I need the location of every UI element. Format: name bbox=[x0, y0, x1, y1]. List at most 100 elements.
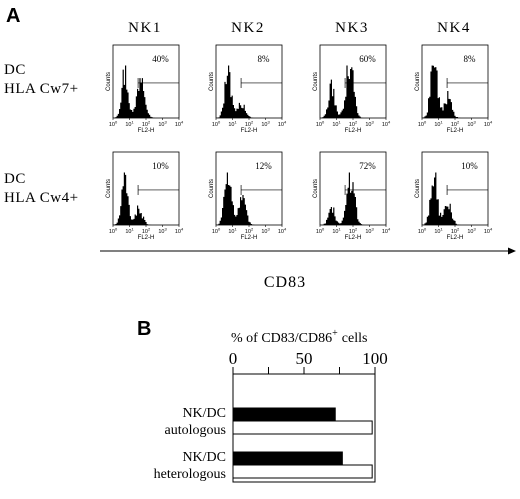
histogram-tick-label: 103 bbox=[261, 227, 270, 236]
histogram-tick-label: 104 bbox=[382, 120, 391, 129]
histogram-x-label: FL2-H bbox=[345, 235, 362, 241]
percent-positive-label: 10% bbox=[461, 161, 478, 171]
histogram-bars bbox=[216, 65, 282, 118]
histogram-y-label: Counts bbox=[106, 72, 112, 91]
histogram-nk4-row-1: 8% Counts 100 101 102 103 104 FL2-H bbox=[415, 44, 493, 134]
histogram-tick-label: 100 bbox=[316, 227, 325, 236]
histogram-tick-label: 101 bbox=[125, 227, 134, 236]
histogram-y-label: Counts bbox=[415, 72, 421, 91]
histogram-tick-label: 103 bbox=[365, 120, 374, 129]
histogram-bars bbox=[422, 65, 488, 118]
bar-axis-tick-label: 0 bbox=[229, 349, 238, 368]
histogram-nk3-row-2: 72% Counts 100 101 102 103 104 FL2-H bbox=[313, 151, 391, 241]
histogram-tick-label: 102 bbox=[245, 120, 254, 129]
histogram-tick-label: 101 bbox=[434, 227, 443, 236]
percent-positive-label: 10% bbox=[152, 161, 169, 171]
row-label-2-line2: HLA Cw4+ bbox=[4, 190, 79, 206]
histogram-nk2-row-2: 12% Counts 100 101 102 103 104 FL2-H bbox=[209, 151, 287, 241]
histogram-x-label: FL2-H bbox=[447, 235, 464, 241]
group-label-line1: NK/DC bbox=[182, 406, 226, 421]
cd83-arrow-head bbox=[508, 247, 516, 255]
histogram-bars bbox=[216, 172, 282, 225]
histogram-y-label: Counts bbox=[106, 179, 112, 198]
histogram-tick-label: 104 bbox=[484, 227, 493, 236]
percent-positive-label: 12% bbox=[255, 161, 272, 171]
bar-heterologous-open bbox=[232, 464, 373, 479]
group-label-line1: NK/DC bbox=[182, 450, 226, 465]
histogram-tick-label: 102 bbox=[142, 120, 151, 129]
histogram-tick-label: 103 bbox=[158, 120, 167, 129]
histogram-bars bbox=[113, 172, 179, 225]
histogram-tick-label: 103 bbox=[467, 227, 476, 236]
row-label-2-line1: DC bbox=[4, 171, 26, 187]
histogram-y-label: Counts bbox=[209, 179, 215, 198]
histogram-tick-label: 100 bbox=[109, 120, 118, 129]
bar-autologous-open bbox=[232, 420, 373, 435]
histogram-tick-label: 104 bbox=[382, 227, 391, 236]
histogram-bars bbox=[320, 65, 386, 118]
column-title-nk4: NK4 bbox=[437, 20, 471, 36]
row-label-1-line2: HLA Cw7+ bbox=[4, 81, 79, 97]
histogram-tick-label: 100 bbox=[418, 227, 427, 236]
histogram-tick-label: 103 bbox=[467, 120, 476, 129]
histogram-tick-label: 101 bbox=[228, 120, 237, 129]
histogram-nk1-row-2: 10% Counts 100 101 102 103 104 FL2-H bbox=[106, 151, 184, 241]
histogram-nk1-row-1: 40% Counts 100 101 102 103 104 FL2-H bbox=[106, 44, 184, 134]
histogram-grid: 40% Counts 100 101 102 103 104 FL2-H 8% Counts 100… bbox=[106, 44, 493, 241]
percent-positive-label: 8% bbox=[464, 54, 477, 64]
percent-positive-label: 72% bbox=[359, 161, 376, 171]
histogram-tick-label: 103 bbox=[365, 227, 374, 236]
group-label-line2: autologous bbox=[165, 423, 226, 438]
histogram-tick-label: 103 bbox=[158, 227, 167, 236]
histogram-y-label: Counts bbox=[313, 179, 319, 198]
bar-axis-tick-label: 100 bbox=[362, 349, 388, 368]
bar-autologous-filled bbox=[232, 407, 336, 422]
histogram-y-label: Counts bbox=[209, 72, 215, 91]
panel-b-letter: B bbox=[137, 318, 151, 340]
histogram-tick-label: 100 bbox=[418, 120, 427, 129]
percent-positive-label: 40% bbox=[152, 54, 169, 64]
histogram-tick-label: 102 bbox=[451, 227, 460, 236]
histogram-tick-label: 101 bbox=[332, 227, 341, 236]
panel-b-header: % of CD83/CD86+ cells bbox=[231, 328, 367, 346]
histogram-y-label: Counts bbox=[415, 179, 421, 198]
histogram-tick-label: 102 bbox=[349, 120, 358, 129]
histogram-tick-label: 104 bbox=[175, 227, 184, 236]
bar-axis-tick-label: 50 bbox=[296, 349, 313, 368]
histogram-tick-label: 101 bbox=[228, 227, 237, 236]
histogram-nk4-row-2: 10% Counts 100 101 102 103 104 FL2-H bbox=[415, 151, 493, 241]
histogram-tick-label: 100 bbox=[212, 120, 221, 129]
histogram-x-label: FL2-H bbox=[241, 235, 258, 241]
histogram-tick-label: 104 bbox=[278, 227, 287, 236]
histogram-tick-label: 102 bbox=[349, 227, 358, 236]
histogram-y-label: Counts bbox=[313, 72, 319, 91]
histogram-x-label: FL2-H bbox=[138, 235, 155, 241]
histogram-x-label: FL2-H bbox=[345, 128, 362, 134]
histogram-nk3-row-1: 60% Counts 100 101 102 103 104 FL2-H bbox=[313, 44, 391, 134]
histogram-tick-label: 100 bbox=[212, 227, 221, 236]
bar-chart: 0 50 100 NK/DC autologous NK/DC heterologous bbox=[154, 349, 388, 483]
histogram-tick-label: 103 bbox=[261, 120, 270, 129]
histogram-nk2-row-1: 8% Counts 100 101 102 103 104 FL2-H bbox=[209, 44, 287, 134]
histogram-tick-label: 104 bbox=[484, 120, 493, 129]
histogram-tick-label: 100 bbox=[109, 227, 118, 236]
row-label-1-line1: DC bbox=[4, 62, 26, 78]
histogram-tick-label: 102 bbox=[245, 227, 254, 236]
histogram-tick-label: 102 bbox=[451, 120, 460, 129]
percent-positive-label: 8% bbox=[258, 54, 271, 64]
bar-heterologous-filled bbox=[232, 451, 343, 466]
column-title-nk1: NK1 bbox=[128, 20, 162, 36]
histogram-tick-label: 104 bbox=[175, 120, 184, 129]
histogram-x-label: FL2-H bbox=[447, 128, 464, 134]
panel-a-letter: A bbox=[6, 5, 20, 27]
group-label-line2: heterologous bbox=[154, 467, 226, 482]
histogram-x-label: FL2-H bbox=[241, 128, 258, 134]
column-title-nk2: NK2 bbox=[231, 20, 265, 36]
histogram-bars bbox=[422, 172, 488, 225]
histogram-tick-label: 101 bbox=[125, 120, 134, 129]
histogram-tick-label: 102 bbox=[142, 227, 151, 236]
percent-positive-label: 60% bbox=[359, 54, 376, 64]
histogram-tick-label: 101 bbox=[434, 120, 443, 129]
histogram-bars bbox=[320, 172, 386, 225]
